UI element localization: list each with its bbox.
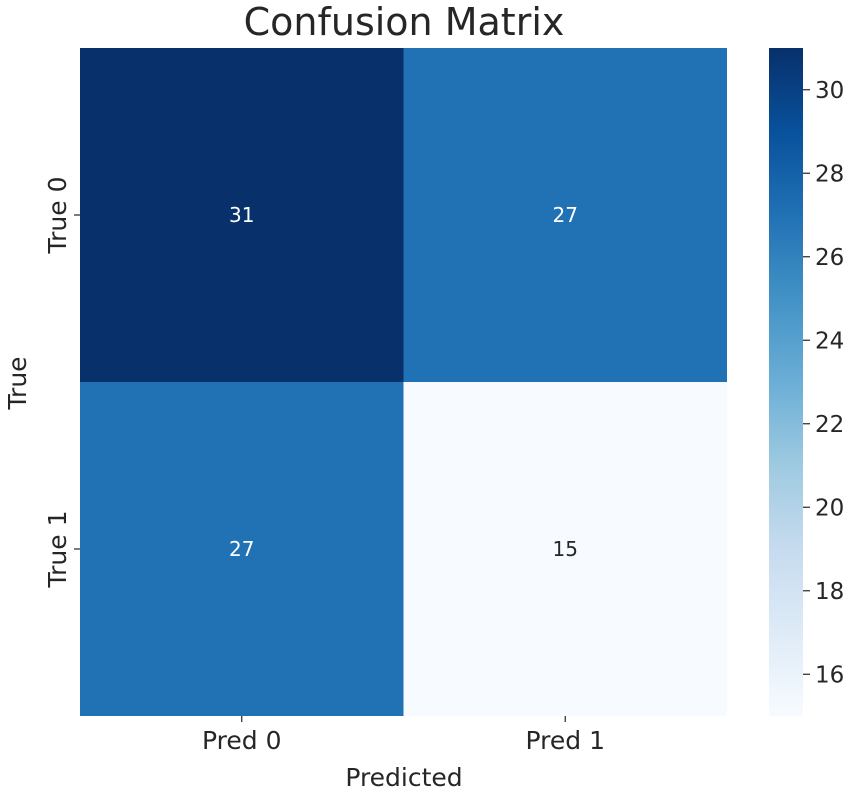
x-tick-label: Pred 1 bbox=[526, 726, 605, 755]
colorbar bbox=[769, 48, 803, 716]
y-tick-label: True 1 bbox=[43, 511, 72, 589]
x-axis: Pred 0 Pred 1 bbox=[202, 716, 605, 755]
heatmap-cell bbox=[80, 48, 404, 382]
cell-value-label: 27 bbox=[553, 203, 578, 227]
y-tick-label: True 0 bbox=[43, 177, 72, 255]
colorbar-tick-label: 18 bbox=[815, 579, 844, 605]
colorbar-tick-label: 16 bbox=[815, 662, 844, 688]
colorbar-tick-label: 30 bbox=[815, 78, 844, 104]
colorbar-tick-label: 24 bbox=[815, 328, 844, 354]
heatmap-cells: 31 27 27 15 bbox=[80, 48, 727, 716]
x-axis-title: Predicted bbox=[345, 763, 462, 792]
heatmap-cell bbox=[403, 48, 727, 382]
colorbar-axis: 16 18 20 22 24 26 28 30 bbox=[803, 78, 844, 688]
y-axis: True 0 True 1 bbox=[43, 177, 80, 589]
y-axis-title: True bbox=[3, 356, 32, 410]
cell-value-label: 27 bbox=[229, 537, 254, 561]
cell-value-label: 31 bbox=[229, 203, 254, 227]
x-tick-label: Pred 0 bbox=[202, 726, 281, 755]
heatmap-cell bbox=[80, 382, 404, 716]
colorbar-tick-label: 20 bbox=[815, 495, 844, 521]
chart-title: Confusion Matrix bbox=[244, 0, 565, 44]
colorbar-tick-label: 26 bbox=[815, 245, 844, 271]
heatmap-cell bbox=[403, 382, 727, 716]
colorbar-tick-label: 28 bbox=[815, 161, 844, 187]
cell-value-label: 15 bbox=[553, 537, 578, 561]
colorbar-tick-label: 22 bbox=[815, 412, 844, 438]
